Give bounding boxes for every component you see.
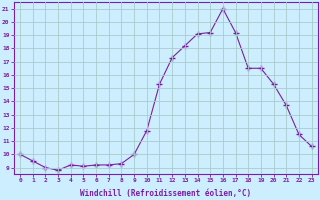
X-axis label: Windchill (Refroidissement éolien,°C): Windchill (Refroidissement éolien,°C): [80, 189, 252, 198]
